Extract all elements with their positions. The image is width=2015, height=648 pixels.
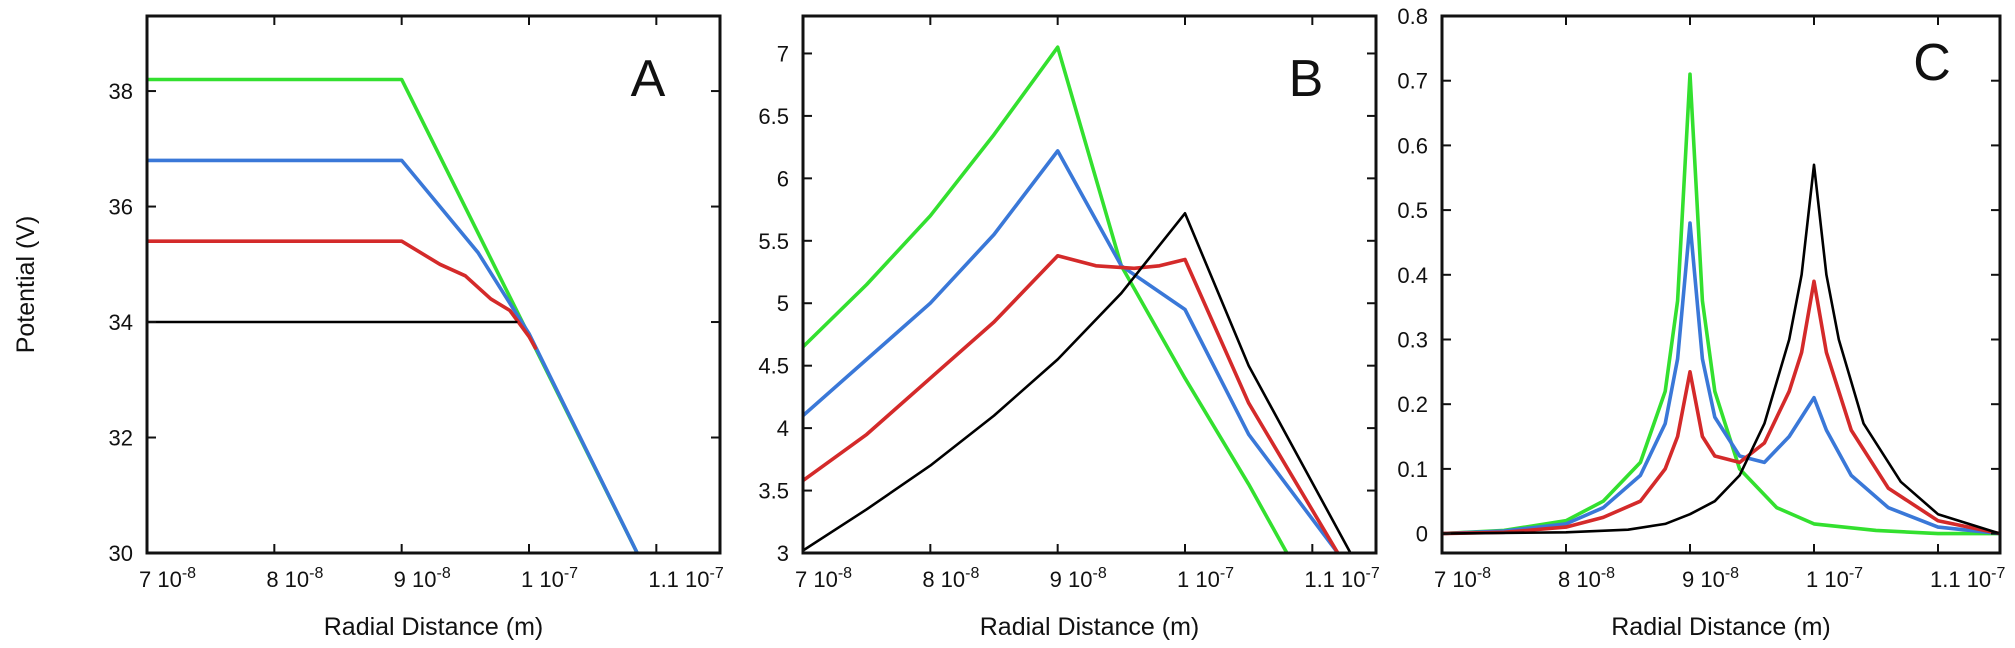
series-group bbox=[147, 77, 640, 553]
x-tick-label: 8 10-8 bbox=[922, 565, 979, 592]
panel-a: 7 10-8 8 10-8 9 10-8 1 10-7 1.1 10-730323436… bbox=[12, 14, 724, 641]
series-line-red bbox=[147, 239, 538, 350]
x-tick-exponent: -7 bbox=[710, 565, 724, 582]
x-tick-mantissa: 8 10 bbox=[266, 567, 309, 592]
series-group bbox=[1442, 72, 2000, 536]
x-tick-exponent: -8 bbox=[436, 565, 450, 582]
y-tick-label: 0.4 bbox=[1397, 263, 1428, 288]
y-tick-label: 34 bbox=[109, 310, 133, 335]
x-tick-mantissa: 1 10 bbox=[1806, 567, 1849, 592]
panel-c: 7 10-8 8 10-8 9 10-8 1 10-7 1.1 10-700.10.20… bbox=[1397, 4, 2005, 641]
y-tick-label: 0.1 bbox=[1397, 457, 1428, 482]
y-tick-label: 5 bbox=[777, 291, 789, 316]
y-tick-label: 3 bbox=[777, 541, 789, 566]
x-tick-label: 9 10-8 bbox=[1682, 565, 1739, 592]
y-tick-label: 32 bbox=[109, 426, 133, 451]
x-tick-exponent: -7 bbox=[564, 565, 578, 582]
x-tick-exponent: -7 bbox=[1366, 565, 1380, 582]
x-tick-mantissa: 7 10 bbox=[1434, 567, 1477, 592]
x-axis-title: Radial Distance (m) bbox=[980, 613, 1200, 641]
series-line-black bbox=[803, 212, 1352, 553]
y-tick-label: 0 bbox=[1416, 522, 1428, 547]
x-tick-label: 1 10-7 bbox=[521, 565, 578, 592]
x-axis-title: Radial Distance (m) bbox=[1611, 613, 1831, 641]
y-tick-label: 0.8 bbox=[1397, 4, 1428, 29]
y-tick-label: 0.3 bbox=[1397, 327, 1428, 352]
x-tick-exponent: -7 bbox=[1991, 565, 2005, 582]
x-tick-label: 1 10-7 bbox=[1177, 565, 1234, 592]
series-line-red bbox=[803, 254, 1340, 553]
y-tick-label: 0.2 bbox=[1397, 392, 1428, 417]
x-tick-label: 8 10-8 bbox=[266, 565, 323, 592]
series-line-red bbox=[1442, 279, 2000, 536]
panel-letter: B bbox=[1289, 50, 1324, 108]
series-line-blue bbox=[803, 149, 1340, 553]
y-tick-label: 6 bbox=[777, 166, 789, 191]
x-tick-label: 7 10-8 bbox=[139, 565, 196, 592]
x-tick-label: 7 10-8 bbox=[1434, 565, 1491, 592]
plot-frame bbox=[1440, 14, 2002, 555]
series-line-green bbox=[1442, 72, 2000, 536]
x-tick-mantissa: 1 10 bbox=[521, 567, 564, 592]
y-axis-title: Potential (V) bbox=[12, 216, 40, 354]
y-tick-label: 0.7 bbox=[1397, 69, 1428, 94]
x-tick-label: 1.1 10-7 bbox=[1304, 565, 1380, 592]
x-tick-exponent: -8 bbox=[309, 565, 323, 582]
y-tick-label: 38 bbox=[109, 79, 133, 104]
x-tick-exponent: -8 bbox=[1725, 565, 1739, 582]
x-tick-exponent: -8 bbox=[1477, 565, 1491, 582]
x-tick-exponent: -7 bbox=[1220, 565, 1234, 582]
x-tick-exponent: -8 bbox=[838, 565, 852, 582]
x-tick-mantissa: 8 10 bbox=[1558, 567, 1601, 592]
x-tick-mantissa: 9 10 bbox=[394, 567, 437, 592]
y-tick-label: 7 bbox=[777, 41, 789, 66]
y-tick-label: 36 bbox=[109, 195, 133, 220]
x-tick-mantissa: 9 10 bbox=[1050, 567, 1093, 592]
panel-letter: A bbox=[631, 50, 666, 108]
x-tick-mantissa: 8 10 bbox=[922, 567, 965, 592]
x-tick-mantissa: 9 10 bbox=[1682, 567, 1725, 592]
y-tick-label: 30 bbox=[109, 541, 133, 566]
x-tick-mantissa: 7 10 bbox=[795, 567, 838, 592]
x-tick-mantissa: 1.1 10 bbox=[648, 567, 709, 592]
x-tick-label: 9 10-8 bbox=[394, 565, 451, 592]
y-tick-label: 4.5 bbox=[758, 354, 789, 379]
y-tick-label: 0.6 bbox=[1397, 133, 1428, 158]
x-tick-exponent: -8 bbox=[182, 565, 196, 582]
x-tick-exponent: -7 bbox=[1849, 565, 1863, 582]
x-tick-label: 9 10-8 bbox=[1050, 565, 1107, 592]
x-tick-label: 1 10-7 bbox=[1806, 565, 1863, 592]
y-tick-label: 6.5 bbox=[758, 104, 789, 129]
x-tick-exponent: -8 bbox=[965, 565, 979, 582]
series-line-green bbox=[147, 77, 640, 553]
series-line-green bbox=[803, 45, 1289, 553]
plot-frame bbox=[801, 14, 1378, 555]
y-tick-label: 0.5 bbox=[1397, 198, 1428, 223]
x-tick-label: 8 10-8 bbox=[1558, 565, 1615, 592]
series-group bbox=[803, 45, 1352, 553]
x-tick-label: 1.1 10-7 bbox=[1930, 565, 2006, 592]
x-tick-mantissa: 1.1 10 bbox=[1930, 567, 1991, 592]
y-tick-label: 4 bbox=[777, 416, 789, 441]
x-tick-label: 1.1 10-7 bbox=[648, 565, 724, 592]
x-tick-label: 7 10-8 bbox=[795, 565, 852, 592]
series-line-black bbox=[1442, 163, 2000, 535]
x-tick-exponent: -8 bbox=[1601, 565, 1615, 582]
x-axis-title: Radial Distance (m) bbox=[324, 613, 544, 641]
x-tick-exponent: -8 bbox=[1092, 565, 1106, 582]
series-line-blue bbox=[147, 158, 640, 553]
plot-frame bbox=[145, 14, 722, 555]
x-tick-mantissa: 1.1 10 bbox=[1304, 567, 1365, 592]
x-tick-mantissa: 1 10 bbox=[1177, 567, 1220, 592]
y-tick-label: 3.5 bbox=[758, 479, 789, 504]
series-line-blue bbox=[1442, 221, 2000, 536]
panel-b: 7 10-8 8 10-8 9 10-8 1 10-7 1.1 10-733.544.5… bbox=[758, 14, 1380, 641]
y-tick-label: 5.5 bbox=[758, 229, 789, 254]
x-tick-mantissa: 7 10 bbox=[139, 567, 182, 592]
panel-letter: C bbox=[1913, 34, 1951, 92]
